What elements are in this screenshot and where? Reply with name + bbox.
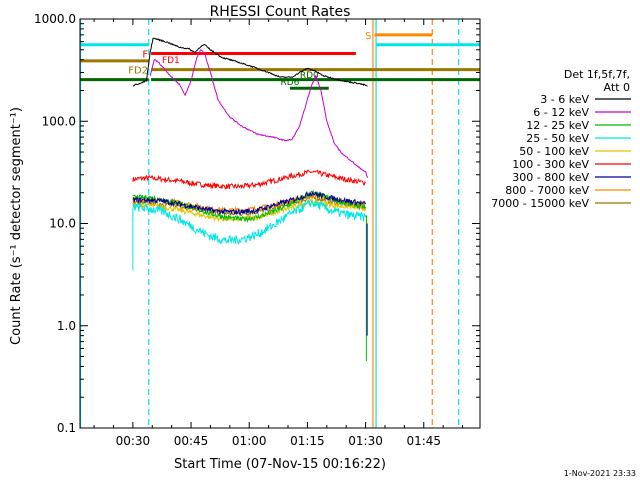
flag-label-0: FD1 (162, 56, 180, 66)
series-line-6 (132, 191, 367, 216)
series-line-2 (132, 190, 366, 223)
series-line-1 (149, 49, 368, 178)
y-axis-label: Count Rate (s⁻¹ detector segment⁻¹) (9, 107, 24, 345)
legend-header-line-1: Att 0 (604, 81, 630, 94)
y-tick-label-2: 10.0 (49, 217, 76, 231)
x-tick-label-4: 01:30 (348, 434, 383, 448)
flag-label-2: RD0 (300, 71, 319, 81)
legend-label-5: 100 - 300 keV (512, 158, 589, 171)
legend-header-line-0: Det 1f,5f,7f, (564, 68, 630, 81)
legend-label-6: 300 - 800 keV (512, 171, 589, 184)
series-line-4 (132, 197, 367, 223)
series-layer (132, 37, 368, 362)
x-tick-label-3: 01:15 (290, 434, 325, 448)
legend-label-1: 6 - 12 keV (533, 106, 589, 119)
x-tick-label-2: 01:00 (232, 434, 267, 448)
series-line-5 (132, 169, 366, 190)
y-tick-label-4: 1000.0 (34, 12, 76, 26)
footer-timestamp: 1-Nov-2021 23:33 (564, 469, 636, 478)
series-line-3 (132, 199, 367, 245)
legend-label-3: 25 - 50 keV (526, 132, 589, 145)
y-tick-label-1: 1.0 (57, 319, 76, 333)
flag-bar-label-2: S (365, 31, 371, 42)
legend-label-4: 50 - 100 keV (519, 145, 589, 158)
y-tick-label-3: 100.0 (42, 114, 76, 128)
x-axis-label: Start Time (07-Nov-15 00:16:22) (174, 457, 386, 472)
flag-label-1: RD6 (280, 78, 299, 88)
legend-label-8: 7000 - 15000 keV (491, 197, 589, 210)
legend-label-2: 12 - 25 keV (526, 119, 589, 132)
vertical-lines-layer (79, 19, 460, 428)
x-tick-label-0: 00:30 (116, 434, 151, 448)
x-tick-label-5: 01:45 (406, 434, 441, 448)
series-line-0 (132, 37, 368, 87)
flag-bar-label-3: F (142, 49, 148, 60)
chart-title: RHESSI Count Rates (210, 4, 351, 20)
axes-layer: 00:30 00:45 01:00 01:15 01:30 01:45 0.1 1.0 10.0… (34, 12, 480, 448)
flag-bar-label-5: FD2 (128, 66, 148, 77)
y-tick-label-0: 0.1 (57, 421, 76, 435)
x-tick-label-1: 00:45 (174, 434, 209, 448)
legend-label-7: 800 - 7000 keV (505, 184, 589, 197)
legend-label-0: 3 - 6 keV (540, 93, 589, 106)
